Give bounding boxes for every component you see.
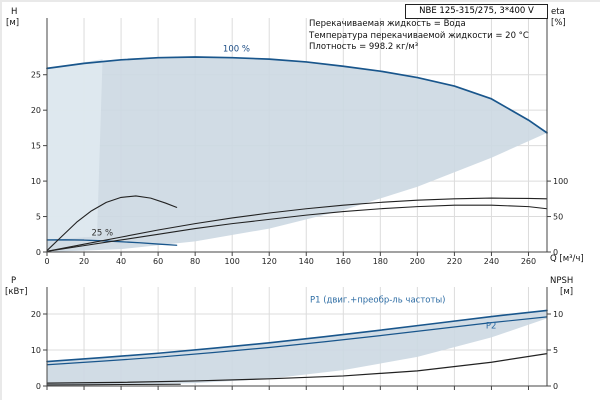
pump-model-title: NBE 125-315/275, 3*400 V	[405, 4, 548, 19]
speed-label-25: 25 %	[91, 229, 113, 239]
p2-curve	[46, 316, 548, 366]
power-curve-25pct	[46, 383, 181, 386]
eta-curve-pump-motor	[46, 204, 548, 252]
npsh-axis-unit: [м]	[560, 287, 574, 297]
power-envelope	[47, 310, 547, 386]
tick-label-y-left: 0	[36, 248, 41, 257]
tick-label-x: 60	[153, 257, 163, 266]
tick-label-x: 200	[410, 257, 425, 266]
tick-label-y-right: 10	[553, 310, 563, 319]
tick-label-y-left: 20	[31, 106, 41, 115]
speed-label-100: 100 %	[223, 44, 250, 54]
tick-label-y-left: 5	[36, 213, 41, 222]
head-axis-label: H	[11, 7, 18, 17]
tick-label-x: 0	[44, 257, 49, 266]
eta-axis-unit: [%]	[551, 18, 566, 28]
npsh-curve	[46, 353, 548, 384]
tick-label-y-right: 5	[553, 346, 558, 355]
operating-envelope	[47, 57, 547, 252]
info-line-liquid: Перекачиваемая жидкость = Вода	[309, 19, 466, 29]
tick-label-x: 80	[190, 257, 200, 266]
tick-label-x: 120	[262, 257, 277, 266]
tick-label-x: 100	[225, 257, 240, 266]
p2-label: P2	[486, 321, 497, 331]
tick-label-x: 240	[484, 257, 499, 266]
power-axis-unit: [кВт]	[5, 287, 28, 297]
flow-axis-unit: Q [м³/ч]	[550, 254, 584, 264]
tick-label-y-left: 15	[31, 142, 41, 151]
tick-label-x: 180	[373, 257, 388, 266]
tick-label-x: 40	[116, 257, 126, 266]
tick-label-y-left: 10	[31, 346, 41, 355]
p1-curve	[46, 309, 548, 363]
tick-label-y-left: 10	[31, 177, 41, 186]
info-line-temperature: Температура перекачиваемой жидкости = 20…	[309, 30, 529, 41]
eta-curve-25pct	[46, 195, 178, 252]
tick-label-y-right: 50	[553, 213, 563, 222]
tick-label-y-left: 25	[31, 71, 41, 80]
tick-label-y-right: 0	[553, 248, 558, 257]
eta-axis-label: eta	[551, 7, 565, 17]
power-axis-label: P	[11, 276, 17, 286]
tick-label-y-right: 100	[553, 177, 568, 186]
eta-curve-pump	[46, 197, 548, 252]
npsh-axis-label: NPSH	[550, 276, 574, 286]
head-axis-unit: [м]	[6, 18, 20, 28]
tick-label-x: 20	[79, 257, 89, 266]
tick-label-x: 140	[299, 257, 314, 266]
tick-label-x: 220	[447, 257, 462, 266]
tick-label-y-right: 0	[553, 382, 558, 391]
tick-label-x: 160	[336, 257, 351, 266]
tick-label-y-left: 0	[36, 382, 41, 391]
tick-label-y-left: 20	[31, 310, 41, 319]
info-line-density: Плотность = 998.2 кг/м³	[309, 42, 419, 52]
tick-label-x: 260	[521, 257, 536, 266]
low-flow-band	[47, 59, 103, 240]
p1-label: P1 (двиг.+преобр-ль частоты)	[310, 295, 446, 305]
head-curve-100pct	[46, 56, 548, 134]
liquid-info-block: Перекачиваемая жидкость = Вода Температу…	[309, 19, 529, 54]
